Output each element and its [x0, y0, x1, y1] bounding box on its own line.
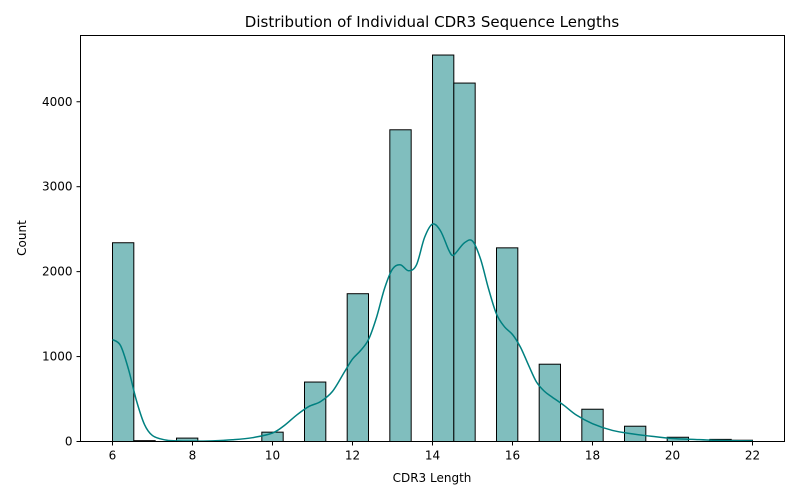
plot-frame [80, 35, 785, 442]
y-axis-label: Count [15, 220, 29, 256]
y-tick-label-4: 4000 [42, 95, 73, 109]
y-tick-label-0: 0 [65, 435, 73, 449]
kde-curve [112, 223, 753, 442]
x-axis-label: CDR3 Length [393, 471, 472, 485]
histogram-bar-22 [581, 408, 604, 442]
histogram-bar-13 [389, 129, 412, 442]
histogram-bar-0 [112, 242, 135, 442]
histogram-bar-16 [453, 82, 476, 442]
x-tick-label-6: 18 [585, 449, 600, 463]
x-axis: 6 8 10 12 14 16 18 20 22 [109, 441, 760, 463]
y-tick-label-3: 3000 [42, 180, 73, 194]
histogram-bar-15 [432, 54, 455, 443]
chart-title: Distribution of Individual CDR3 Sequence… [245, 13, 620, 31]
bars-layer [112, 54, 753, 443]
x-tick-label-4: 14 [425, 449, 440, 463]
x-tick-label-1: 8 [189, 449, 197, 463]
y-tick-label-2: 2000 [42, 265, 73, 279]
x-tick-label-5: 16 [505, 449, 520, 463]
histogram-bar-18 [496, 247, 519, 442]
x-tick-label-3: 12 [345, 449, 360, 463]
x-tick-label-8: 22 [745, 449, 760, 463]
x-tick-label-0: 6 [109, 449, 117, 463]
x-tick-label-7: 20 [665, 449, 680, 463]
kde-layer [112, 223, 753, 442]
x-tick-label-2: 10 [265, 449, 280, 463]
histogram-bar-9 [304, 381, 327, 443]
y-axis: 0 1000 2000 3000 4000 [42, 95, 81, 449]
y-tick-label-1: 1000 [42, 350, 73, 364]
histogram-bar-11 [346, 293, 369, 442]
histogram-bar-20 [538, 363, 561, 443]
